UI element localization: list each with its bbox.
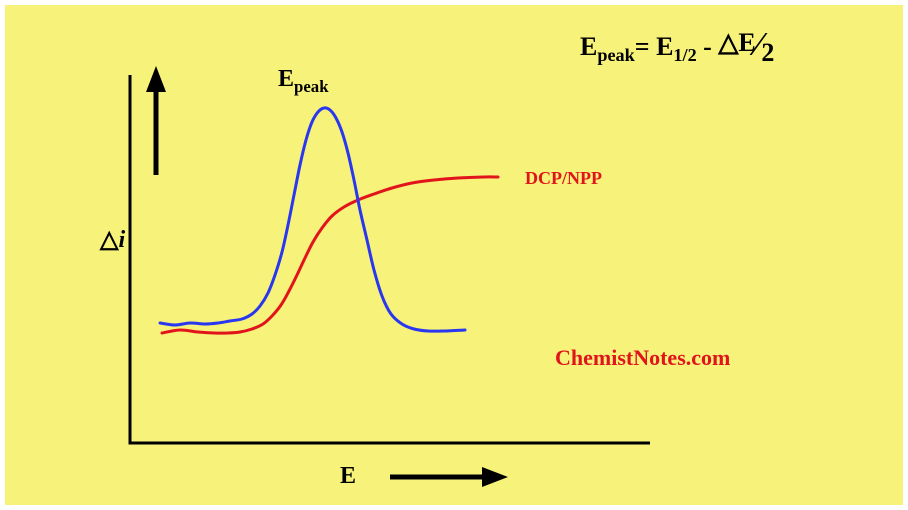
equation-text: Epeak= E1/2 - △E⁄2 [580,26,774,66]
x-axis-label: E [340,463,356,490]
y-axis-label: △i [100,225,125,254]
watermark-text: ChemistNotes.com [555,345,730,371]
epeak-label: Epeak [278,66,329,97]
delta-glyph: △ [100,227,118,253]
dcp-npp-label: DCP/NPP [525,168,602,189]
y-axis-letter: i [118,227,125,253]
chart-svg [0,0,908,510]
polarography-chart: △i E Epeak DCP/NPP ChemistNotes.com Epea… [0,0,908,510]
